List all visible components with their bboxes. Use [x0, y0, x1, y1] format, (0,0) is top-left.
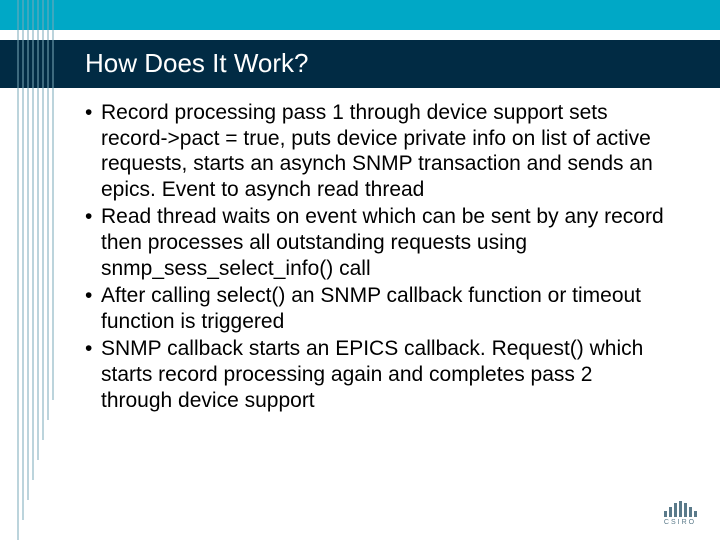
logo-label: CSIRO — [658, 519, 702, 526]
slide-title: How Does It Work? — [85, 48, 308, 79]
title-band: How Does It Work? — [0, 40, 720, 88]
bullet-list: Record processing pass 1 through device … — [85, 100, 665, 413]
bullet-item: Read thread waits on event which can be … — [85, 204, 665, 281]
accent-top-bar — [0, 0, 720, 30]
bullet-item: Record processing pass 1 through device … — [85, 100, 665, 202]
bullet-item: After calling select() an SNMP callback … — [85, 283, 665, 334]
footer-logo: CSIRO — [658, 501, 702, 526]
bullet-item: SNMP callback starts an EPICS callback. … — [85, 336, 665, 413]
slide-body: Record processing pass 1 through device … — [85, 100, 665, 415]
logo-bars-icon — [658, 501, 702, 517]
presentation-slide: { "slide": { "accent_top_color": "#00a8c… — [0, 0, 720, 540]
